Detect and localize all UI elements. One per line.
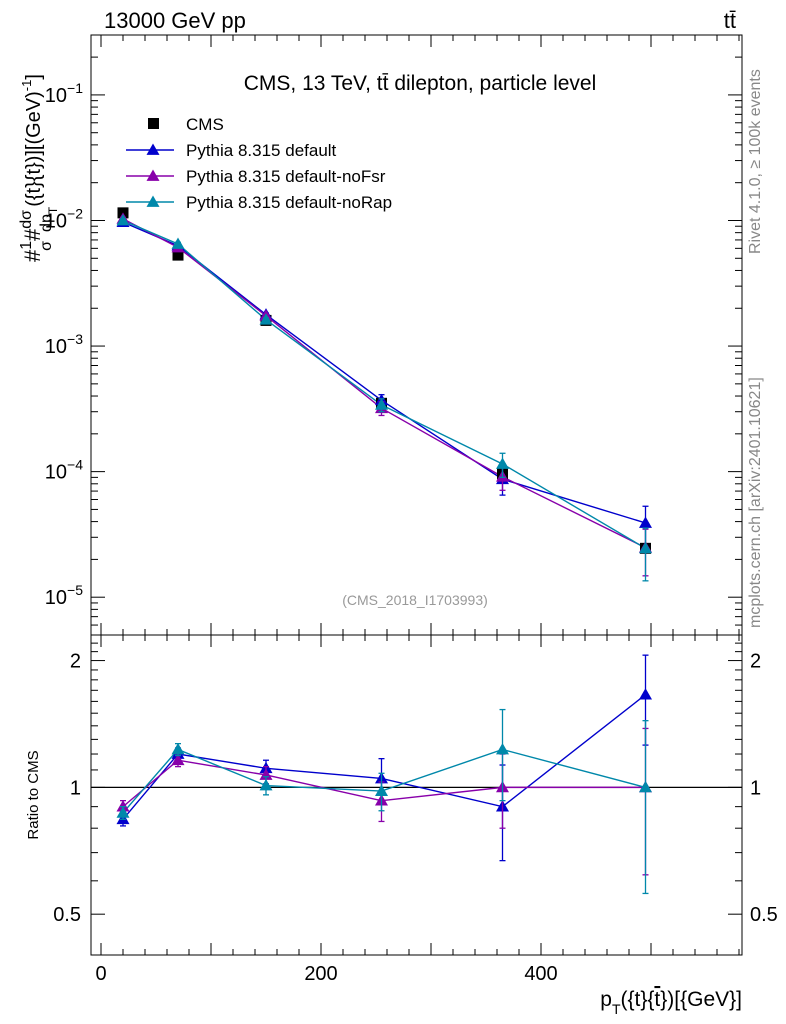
point-main-norap (375, 398, 388, 410)
y-axis-label-ratio: Ratio to CMS (25, 750, 42, 839)
header-right: tt̄ (724, 8, 736, 33)
y-tick-label-main: 10−5 (45, 582, 83, 609)
legend-label-2: Pythia 8.315 default-noRap (186, 193, 392, 212)
y-tick-label-ratio-left: 1 (70, 777, 81, 799)
x-tick-label: 0 (95, 963, 106, 985)
ylabel-one: 1 (18, 241, 35, 250)
xlabel-p: p (600, 988, 612, 1011)
ylabel-dp: dp (38, 214, 55, 232)
legend: CMS Pythia 8.315 default Pythia 8.315 defa… (126, 115, 392, 212)
point-ratio-norap (171, 743, 185, 755)
point-ratio-norap (496, 743, 509, 755)
ylabel-hash1: # (20, 249, 45, 262)
ylabel-rest: ({t}{t})][(GeV) (23, 91, 45, 207)
chart-title: CMS, 13 TeV, tt̄ dilepton, particle leve… (244, 72, 597, 95)
y-tick-label-main: 10−2 (45, 205, 83, 232)
ylabel-dsigma: dσ (18, 210, 35, 229)
y-tick-label-ratio-right: 0.5 (750, 904, 778, 926)
y-tick-label-ratio-right: 1 (750, 777, 761, 799)
legend-marker-1 (146, 169, 160, 181)
point-ratio-nofsr (171, 753, 185, 766)
line-ratio-norap (122, 748, 646, 814)
point-ratio-norap (639, 780, 652, 793)
point-ratio-nofsr (116, 800, 130, 812)
ylabel-sigma: σ (38, 241, 55, 251)
xlabel-mid: ({t}{ (621, 988, 655, 1011)
legend-marker-0 (146, 143, 160, 155)
point-main-norap (116, 213, 130, 226)
line-main-norap (122, 219, 646, 549)
point-ratio-norap (116, 806, 130, 818)
point-ratio-nofsr (259, 768, 273, 780)
rivet-label: Rivet 4.1.0, ≥ 100k events (747, 69, 764, 254)
legend-label-cms: CMS (186, 115, 224, 134)
y-tick-label-ratio-left: 0.5 (53, 904, 81, 926)
cms-data-point (172, 249, 184, 261)
point-main-norap (639, 541, 652, 554)
y-tick-label-main: 10−1 (45, 80, 83, 107)
point-ratio-default (639, 688, 652, 700)
ylabel-exp: -1 (19, 80, 34, 92)
xlabel-sub: T (612, 1001, 621, 1017)
point-main-norap (171, 237, 185, 249)
point-main-norap (496, 457, 509, 469)
axis-ticks: 0 200 400 10−1 10−2 10−3 10−4 10−5 0.5 0.5 1 1 2 2 (45, 35, 778, 985)
point-ratio-norap (259, 779, 273, 791)
legend-marker-2 (146, 195, 160, 207)
y-tick-label-main: 10−4 (45, 457, 83, 484)
point-ratio-norap (375, 784, 388, 796)
ylabel-close: ] (23, 74, 45, 80)
y-axis-label-main: #1 σ#dσ dpT({t}{t})][(GeV)-1] (18, 74, 60, 262)
legend-marker-cms (148, 118, 159, 129)
site-label: mcplots.cern.ch [arXiv:2401.10621] (747, 377, 764, 628)
y-tick-label-main: 10−3 (45, 331, 83, 358)
legend-label-1: Pythia 8.315 default-noFsr (186, 167, 386, 186)
ratio-plot-frame (90, 634, 743, 956)
xlabel-tbar: t (654, 988, 660, 1011)
ylabel-sub-t: T (46, 206, 60, 214)
point-main-norap (259, 313, 273, 325)
legend-label-0: Pythia 8.315 default (186, 141, 337, 160)
x-tick-label: 400 (524, 963, 557, 985)
x-axis-label: pT({t}{t})[{GeV}] (600, 988, 742, 1017)
x-tick-label: 200 (304, 963, 337, 985)
point-main-default (639, 516, 652, 528)
series-points (116, 207, 652, 895)
line-main-default (122, 221, 646, 524)
analysis-watermark: (CMS_2018_I1703993) (342, 592, 488, 608)
ylabel-hash2: # (20, 228, 45, 241)
xlabel-end: })[{GeV}] (660, 988, 742, 1011)
header-left: 13000 GeV pp (104, 8, 246, 33)
y-tick-label-ratio-left: 2 (70, 651, 81, 673)
series-lines (122, 218, 646, 820)
y-tick-label-ratio-right: 2 (750, 651, 761, 673)
